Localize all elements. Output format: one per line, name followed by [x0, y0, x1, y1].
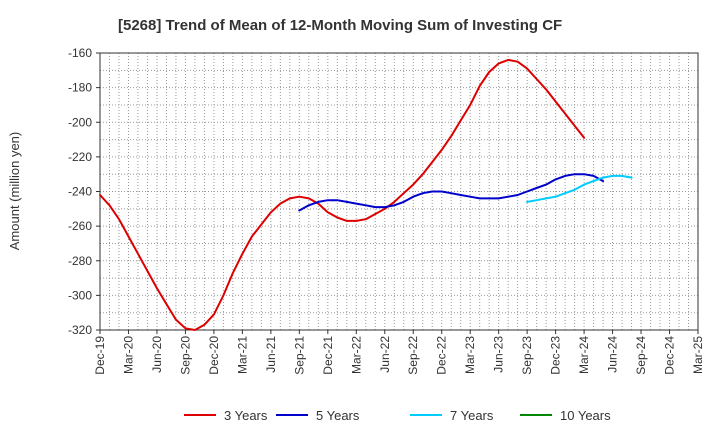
x-tick-label: Dec-21: [321, 336, 335, 375]
legend-label-3-years: 3 Years: [224, 408, 268, 423]
y-tick-label: -220: [68, 150, 92, 164]
series-line-5-years: [298, 173, 605, 212]
x-tick-label: Mar-25: [691, 336, 705, 374]
legend-label-7-years: 7 Years: [450, 408, 494, 423]
y-tick-label: -280: [68, 254, 92, 268]
y-tick-label: -200: [68, 115, 92, 129]
x-tick-label: Sep-21: [292, 336, 306, 375]
y-tick-label: -180: [68, 81, 92, 95]
series-line-7-years: [526, 174, 633, 203]
series-line-3-years: [99, 58, 586, 331]
x-tick-label: Jun-24: [606, 336, 620, 373]
x-tick-label: Jun-22: [378, 336, 392, 373]
x-tick-label: Dec-20: [207, 336, 221, 375]
x-tick-label: Sep-23: [520, 336, 534, 375]
y-tick-label: -300: [68, 288, 92, 302]
x-tick-label: Dec-22: [435, 336, 449, 375]
x-tick-label: Jun-23: [492, 336, 506, 373]
x-tick-label: Jun-20: [150, 336, 164, 373]
x-tick-label: Dec-24: [663, 336, 677, 375]
plot-area: [99, 52, 699, 331]
y-axis-label: Amount (million yen): [7, 132, 22, 251]
chart-title: [5268] Trend of Mean of 12-Month Moving …: [118, 17, 562, 34]
x-tick-label: Sep-22: [406, 336, 420, 375]
x-tick-label: Mar-20: [121, 336, 135, 374]
x-tick-label: Mar-24: [577, 336, 591, 374]
x-tick-label: Sep-24: [634, 336, 648, 375]
y-tick-label: -320: [68, 323, 92, 337]
legend-label-5-years: 5 Years: [316, 408, 360, 423]
y-tick-label: -240: [68, 185, 92, 199]
y-axis: -160 -180 -200 -220 -240 -260 -280 -300 -320: [68, 46, 100, 337]
x-tick-label: Mar-23: [463, 336, 477, 374]
x-tick-label: Mar-22: [349, 336, 363, 374]
series-group: [99, 58, 633, 331]
x-tick-label: Mar-21: [235, 336, 249, 374]
x-tick-label: Dec-23: [549, 336, 563, 375]
y-tick-label: -160: [68, 46, 92, 60]
legend: 3 Years 5 Years 7 Years 10 Years: [184, 408, 611, 423]
x-tick-label: Sep-20: [178, 336, 192, 375]
grid: [100, 53, 698, 330]
y-tick-label: -260: [68, 219, 92, 233]
x-axis: Dec-19 Mar-20 Jun-20 Sep-20 Dec-20 Mar-21 Jun-…: [93, 330, 705, 375]
x-tick-label: Jun-21: [264, 336, 278, 373]
x-tick-label: Dec-19: [93, 336, 107, 375]
legend-label-10-years: 10 Years: [560, 408, 611, 423]
